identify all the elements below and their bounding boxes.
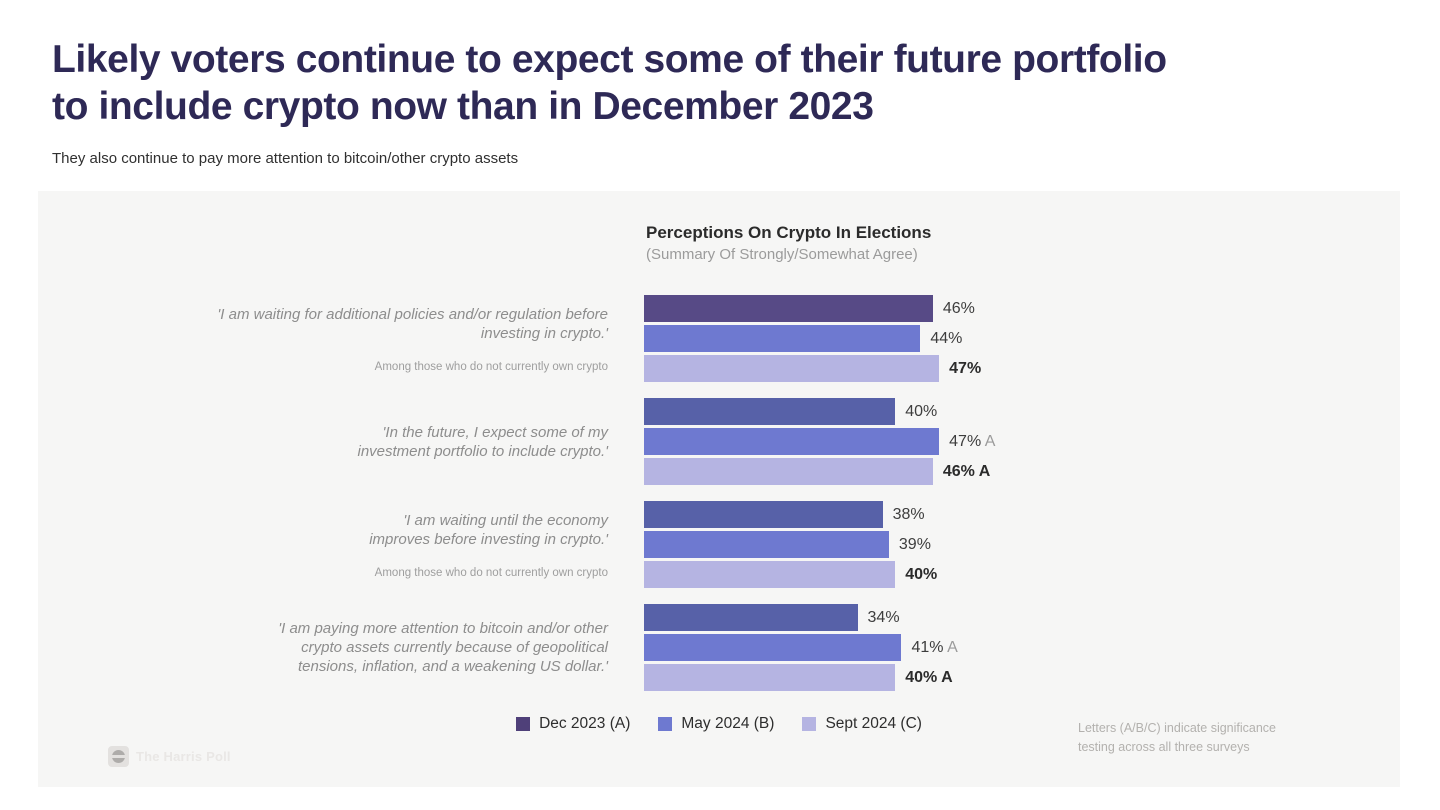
bar-value-label: 34%: [867, 608, 900, 626]
bar: [644, 428, 940, 455]
bar-value-label: 46%: [942, 299, 975, 317]
bar-row: 40%: [644, 561, 937, 588]
footnote-line1: Letters (A/B/C) indicate significance: [1078, 721, 1277, 735]
bar-value-label: 44%: [930, 329, 963, 347]
bar: [644, 398, 896, 425]
bar: [644, 531, 889, 558]
chart-panel: Perceptions On Crypto In Elections (Summ…: [38, 191, 1400, 787]
footnote-line2: testing across all three surveys: [1078, 740, 1250, 754]
bar-value-label: 39%: [898, 535, 931, 553]
group-statement: 'I am waiting for additional policies an…: [217, 305, 608, 342]
group-bars: 34% 41% A 40% A: [644, 604, 958, 691]
bar-value-label: 40%: [905, 402, 938, 420]
bar-row: 40%: [644, 398, 995, 425]
chart-legend: Dec 2023 (A) May 2024 (B) Sept 2024 (C): [38, 715, 1400, 733]
legend-swatch: [802, 717, 817, 731]
group-bars: 40% 47% A 46% A: [644, 398, 995, 485]
bar-row: 40% A: [644, 664, 958, 691]
bar: [644, 604, 858, 631]
chart-title: Perceptions On Crypto In Elections: [646, 223, 932, 242]
page-subtitle: They also continue to pay more attention…: [52, 150, 519, 167]
group-subnote: Among those who do not currently own cry…: [374, 361, 608, 373]
bar-group: 'I am waiting for additional policies an…: [38, 295, 1400, 382]
group-subnote: Among those who do not currently own cry…: [374, 567, 608, 579]
bar: [644, 561, 896, 588]
bar: [644, 664, 896, 691]
page-title: Likely voters continue to expect some of…: [52, 36, 1400, 130]
group-labels: 'I am waiting until the economy improves …: [38, 501, 608, 588]
significance-letter: A: [943, 638, 958, 656]
group-bars: 38% 39% 40%: [644, 501, 937, 588]
bar-value-label: 47%: [949, 359, 982, 377]
bar: [644, 325, 921, 352]
page-title-line2: to include crypto now than in December 2…: [52, 85, 874, 128]
legend-label: Dec 2023 (A): [539, 715, 631, 732]
harris-poll-logo: The Harris Poll: [108, 746, 231, 767]
bar-row: 47%: [644, 355, 981, 382]
bar-row: 41% A: [644, 634, 958, 661]
bar-group: 'I am waiting until the economy improves …: [38, 501, 1400, 588]
significance-letter: A: [974, 462, 991, 480]
group-statement: 'I am paying more attention to bitcoin a…: [278, 620, 608, 675]
bar-row: 46% A: [644, 458, 995, 485]
legend-swatch: [658, 717, 673, 731]
group-labels: 'I am waiting for additional policies an…: [38, 295, 608, 382]
bar: [644, 295, 933, 322]
group-statement: 'In the future, I expect some of my inves…: [357, 423, 609, 460]
bar-row: 46%: [644, 295, 981, 322]
harris-poll-logo-icon: [108, 746, 129, 767]
legend-swatch: [516, 717, 531, 731]
bar: [644, 501, 883, 528]
legend-item: May 2024 (B): [658, 715, 774, 733]
chart-header: Perceptions On Crypto In Elections (Summ…: [646, 191, 1400, 265]
bar-row: 44%: [644, 325, 981, 352]
bar-value-label: 46% A: [942, 462, 991, 480]
bar-row: 47% A: [644, 428, 995, 455]
legend-label: Sept 2024 (C): [825, 715, 922, 732]
significance-footnote: Letters (A/B/C) indicate significance te…: [1078, 719, 1276, 757]
bar-groups: 'I am waiting for additional policies an…: [38, 295, 1400, 691]
bar-row: 38%: [644, 501, 937, 528]
bar-row: 34%: [644, 604, 958, 631]
bar-group: 'In the future, I expect some of my inves…: [38, 398, 1400, 485]
significance-letter: A: [937, 668, 953, 686]
group-bars: 46% 44% 47%: [644, 295, 981, 382]
bar: [644, 458, 933, 485]
bar-value-label: 47% A: [949, 432, 996, 450]
legend-label: May 2024 (B): [681, 715, 775, 732]
bar: [644, 634, 902, 661]
harris-poll-logo-text: The Harris Poll: [136, 749, 231, 764]
bar-value-label: 40%: [905, 565, 938, 583]
group-statement: 'I am waiting until the economy improves …: [369, 511, 608, 548]
significance-letter: A: [981, 432, 996, 450]
group-labels: 'In the future, I expect some of my inves…: [38, 398, 609, 485]
legend-item: Sept 2024 (C): [802, 715, 922, 733]
page-title-line1: Likely voters continue to expect some of…: [52, 38, 1167, 81]
group-labels: 'I am paying more attention to bitcoin a…: [38, 604, 608, 691]
bar-value-label: 41% A: [911, 638, 958, 656]
bar-value-label: 40% A: [905, 668, 953, 686]
bar-value-label: 38%: [892, 505, 925, 523]
bar-row: 39%: [644, 531, 937, 558]
legend-item: Dec 2023 (A): [516, 715, 630, 733]
chart-subtitle: (Summary Of Strongly/Somewhat Agree): [646, 246, 918, 263]
bar-group: 'I am paying more attention to bitcoin a…: [38, 604, 1400, 691]
bar: [644, 355, 940, 382]
